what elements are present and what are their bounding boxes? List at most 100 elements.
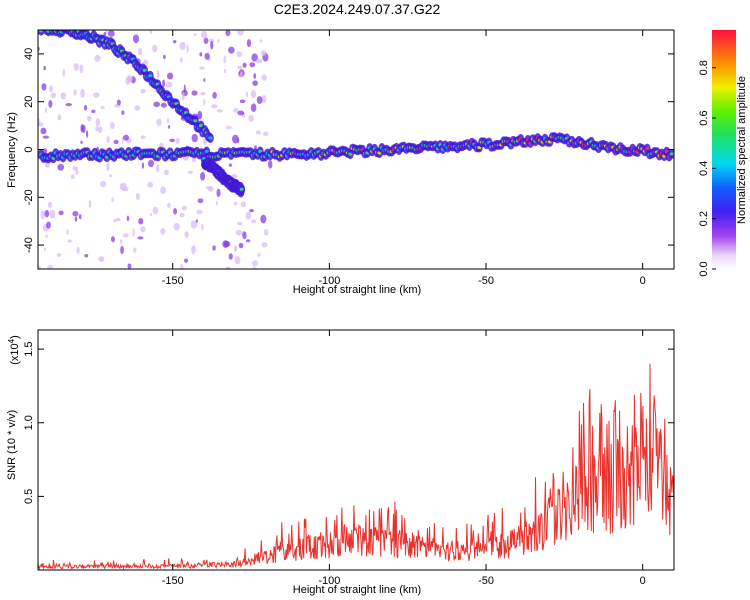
spectrogram-noise-blob xyxy=(203,78,206,82)
spectrogram-noise-blob xyxy=(44,107,48,114)
spectrogram-noise-blob xyxy=(66,229,69,235)
snr-x-tick-label: -50 xyxy=(478,575,494,587)
spectrogram-noise-blob xyxy=(191,245,196,254)
spectrogram-noise-blob xyxy=(49,85,53,93)
colorbar-label: Normalized spectral amplitude xyxy=(736,76,748,224)
spectrogram-ridges xyxy=(38,24,674,269)
spectrogram-y-ticks: -40 -20 0 20 40 xyxy=(23,48,674,253)
snr-x-tick-label: -100 xyxy=(318,575,340,587)
spectrogram-noise-blob xyxy=(225,125,232,130)
spectrogram-noise-blob xyxy=(245,239,251,243)
spectrogram-noise-blob xyxy=(216,109,224,113)
spectrogram-noise-blob xyxy=(72,166,78,171)
spectrogram-noise-blob xyxy=(65,102,72,107)
spectrogram-noise-blob xyxy=(121,137,124,144)
spectrogram-ridge-core xyxy=(148,74,153,78)
spectrogram-noise-blob xyxy=(132,227,135,237)
spectrogram-ridge-core xyxy=(645,147,650,151)
spectrogram-noise-blob xyxy=(126,215,130,222)
spectrogram-noise-blob xyxy=(256,96,263,104)
spectrogram-noise-blob xyxy=(44,209,50,218)
spectrogram-noise-blob xyxy=(56,253,62,257)
spectrogram-noise-blob xyxy=(261,74,267,81)
spectrogram-noise-blob xyxy=(73,89,77,96)
spectrogram-noise-blob xyxy=(191,90,198,96)
spectrogram-noise-blob xyxy=(45,234,48,239)
spectrogram-noise-blob xyxy=(242,231,247,240)
spectrogram-noise-blob xyxy=(83,104,88,111)
spectrogram-noise-blob xyxy=(223,240,231,247)
snr-x-tick-label: 0 xyxy=(640,575,646,587)
spectrogram-x-tick-label: -150 xyxy=(162,275,184,287)
spectrogram-noise-blob xyxy=(42,135,50,139)
spectrogram-noise-blob xyxy=(60,92,67,100)
colorbar-tick-label: 0.0 xyxy=(698,261,710,276)
spectrogram-noise-blob xyxy=(152,44,158,53)
spectrogram-ridge-core xyxy=(348,152,353,156)
spectrogram-noise-blob xyxy=(156,118,162,126)
spectrogram-noise-blob xyxy=(242,62,247,68)
spectrogram-y-tick-label: -40 xyxy=(23,237,35,253)
spectrogram-noise-blob xyxy=(251,53,258,62)
spectrogram-y-tick-label: -20 xyxy=(23,189,35,205)
spectrogram-noise-blob xyxy=(153,101,160,108)
spectrogram-noise-blob xyxy=(179,213,185,218)
spectrogram-noise-blob xyxy=(121,182,127,192)
colorbar-ticks: 0.0 0.2 0.4 0.6 0.8 xyxy=(698,60,716,277)
spectrogram-noise-blob xyxy=(163,54,166,60)
spectrogram-noise-blob xyxy=(149,30,153,35)
spectrogram-noise-blob xyxy=(166,118,170,124)
spectrogram-noise-blob xyxy=(126,75,133,83)
spectrogram-noise-blob xyxy=(127,263,132,269)
spectrogram-noise-blob xyxy=(180,263,184,269)
spectrogram-noise-blob xyxy=(38,265,42,269)
spectrogram-noise-blob xyxy=(109,122,115,129)
spectrogram-noise-blob xyxy=(48,100,53,108)
spectrogram-noise-blob xyxy=(49,209,56,219)
spectrogram-noise-blob xyxy=(84,254,89,258)
spectrogram-noise-blob xyxy=(245,211,252,220)
spectrogram-noise-blob xyxy=(180,57,183,63)
spectrogram-noise-blob xyxy=(152,206,159,215)
spectrogram-noise-blob xyxy=(200,171,206,181)
spectrogram-noise-blob xyxy=(200,91,206,96)
colorbar-tick-label: 0.6 xyxy=(698,110,710,125)
spectrogram-noise-blob xyxy=(91,109,96,114)
spectrogram-panel: -150 -100 -50 0 -40 -20 0 20 40 Height of strai… xyxy=(6,24,675,296)
spectrogram-noise-blob xyxy=(263,228,269,236)
spectrogram-noise-blob xyxy=(43,65,46,71)
spectrogram-noise-blob xyxy=(119,239,123,244)
spectrogram-noise-blob xyxy=(113,218,116,223)
spectrogram-noise-blob xyxy=(205,186,212,190)
spectrogram-noise-blob xyxy=(119,183,123,191)
spectrogram-noise-blob xyxy=(248,114,254,122)
spectrogram-noise-blob xyxy=(156,70,160,79)
spectrogram-noise-blob xyxy=(225,30,231,37)
spectrogram-noise-blob xyxy=(135,192,140,201)
spectrogram-noise-blob xyxy=(223,68,227,74)
spectrogram-noise-blob xyxy=(175,137,180,145)
spectrogram-ridge-core xyxy=(43,24,47,27)
spectrogram-noise-blob xyxy=(181,92,185,101)
spectrogram-noise-blob xyxy=(250,90,257,99)
snr-x-ticks: -150 -100 -50 0 xyxy=(162,330,646,587)
spectrogram-noise-blob xyxy=(235,229,243,236)
snr-y-tick-label: 0.5 xyxy=(23,489,35,504)
spectrogram-ridge-core xyxy=(62,26,66,29)
spectrogram-noise-blob xyxy=(173,222,180,231)
spectrogram-noise-blob xyxy=(257,252,261,257)
snr-series-line xyxy=(38,363,674,570)
spectrogram-noise-blob xyxy=(172,40,177,44)
snr-y-tick-label: 1.5 xyxy=(23,341,35,356)
spectrogram-noise-blob xyxy=(58,210,64,216)
spectrogram-noise-blob xyxy=(203,37,209,45)
spectrogram-noise-blob xyxy=(184,231,189,238)
spectrogram-noise-blob xyxy=(249,209,255,213)
spectrogram-noise-blob xyxy=(122,134,129,141)
spectrogram-noise-blob xyxy=(195,219,198,223)
spectrogram-noise-blob xyxy=(191,157,197,163)
spectrogram-noise-blob xyxy=(160,228,166,235)
spectrogram-noise-blob xyxy=(116,99,121,106)
spectrogram-noise-blob xyxy=(251,260,259,267)
spectrogram-noise-blob xyxy=(210,40,214,50)
